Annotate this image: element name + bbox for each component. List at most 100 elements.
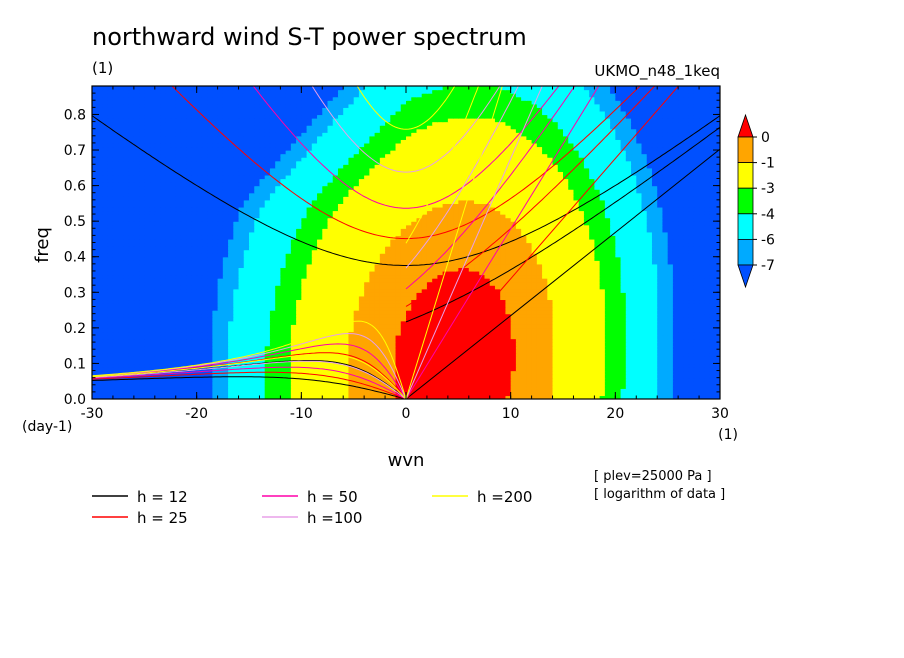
heatmap-cell xyxy=(337,349,344,354)
heatmap-cell xyxy=(201,388,208,393)
heatmap-cell xyxy=(573,366,580,372)
heatmap-cell xyxy=(510,256,517,261)
heatmap-cell xyxy=(149,260,156,265)
heatmap-cell xyxy=(542,263,548,268)
heatmap-cell xyxy=(625,317,632,322)
heatmap-cell xyxy=(196,306,203,311)
heatmap-cell xyxy=(379,359,386,365)
heatmap-cell xyxy=(290,377,297,382)
heatmap-cell xyxy=(651,313,658,318)
heatmap-cell xyxy=(442,278,449,283)
heatmap-cell xyxy=(264,313,271,318)
heatmap-cell xyxy=(343,288,350,293)
heatmap-cell xyxy=(160,352,166,357)
heatmap-cell xyxy=(573,278,580,283)
heatmap-cell xyxy=(395,263,402,268)
heatmap-cell xyxy=(353,302,360,308)
heatmap-cell xyxy=(395,253,402,258)
heatmap-cell xyxy=(102,313,109,318)
heatmap-cell xyxy=(510,342,517,347)
heatmap-cell xyxy=(453,302,459,308)
heatmap-cell xyxy=(149,320,156,325)
heatmap-cell xyxy=(489,395,496,399)
heatmap-cell xyxy=(128,310,135,315)
heatmap-cell xyxy=(641,253,648,258)
heatmap-cell xyxy=(547,310,554,315)
heatmap-cell xyxy=(411,292,418,297)
heatmap-cell xyxy=(296,345,302,350)
heatmap-cell xyxy=(243,274,250,279)
heatmap-cell xyxy=(275,278,281,283)
heatmap-cell xyxy=(385,334,391,340)
heatmap-cell xyxy=(180,352,187,357)
heatmap-cell xyxy=(406,320,412,325)
heatmap-cell xyxy=(332,292,339,297)
heatmap-cell xyxy=(165,338,172,343)
heatmap-cell xyxy=(411,352,418,357)
heatmap-cell xyxy=(285,334,292,340)
heatmap-cell xyxy=(243,374,250,379)
heatmap-cell xyxy=(657,313,664,318)
heatmap-cell xyxy=(615,388,622,393)
heatmap-cell xyxy=(651,359,658,365)
heatmap-cell xyxy=(421,356,428,361)
heatmap-cell xyxy=(343,370,350,375)
heatmap-cell xyxy=(353,349,360,354)
heatmap-cell xyxy=(568,352,575,357)
heatmap-cell xyxy=(201,317,208,322)
heatmap-cell xyxy=(631,370,637,375)
heatmap-cell xyxy=(678,274,684,279)
heatmap-cell xyxy=(217,345,224,350)
heatmap-cell xyxy=(144,381,151,386)
heatmap-cell xyxy=(426,267,433,272)
heatmap-cell xyxy=(233,320,240,325)
heatmap-cell xyxy=(337,334,344,340)
heatmap-cell xyxy=(144,299,151,304)
heatmap-cell xyxy=(667,274,674,279)
heatmap-cell xyxy=(625,363,632,368)
heatmap-cell xyxy=(322,302,329,308)
heatmap-cell xyxy=(322,295,329,301)
heatmap-cell xyxy=(322,391,329,397)
heatmap-cell xyxy=(484,281,491,286)
heatmap-cell xyxy=(426,260,433,265)
heatmap-cell xyxy=(568,338,575,343)
heatmap-cell xyxy=(583,302,590,308)
heatmap-cell xyxy=(437,388,444,393)
heatmap-cell xyxy=(552,295,559,301)
heatmap-cell xyxy=(264,377,271,382)
heatmap-cell xyxy=(217,253,224,258)
heatmap-cell xyxy=(311,374,318,379)
heatmap-cell xyxy=(191,253,198,258)
heatmap-cell xyxy=(693,260,700,265)
heatmap-cell xyxy=(139,249,145,254)
heatmap-cell xyxy=(165,352,172,357)
heatmap-cell xyxy=(149,278,156,283)
heatmap-cell xyxy=(474,370,480,375)
heatmap-cell xyxy=(170,352,177,357)
heatmap-cell xyxy=(594,281,601,286)
heatmap-cell xyxy=(494,327,501,333)
heatmap-cell xyxy=(662,352,669,357)
heatmap-cell xyxy=(191,295,198,301)
heatmap-cell xyxy=(615,381,622,386)
heatmap-cell xyxy=(243,288,250,293)
heatmap-cell xyxy=(651,274,658,279)
heatmap-cell xyxy=(374,370,381,375)
heatmap-cell xyxy=(583,384,590,389)
heatmap-cell xyxy=(337,377,344,382)
heatmap-cell xyxy=(610,281,616,286)
heatmap-cell xyxy=(238,288,245,293)
heatmap-cell xyxy=(207,249,213,254)
heatmap-cell xyxy=(186,317,193,322)
heatmap-cell xyxy=(175,249,182,254)
heatmap-cell xyxy=(348,342,355,347)
heatmap-cell xyxy=(620,317,627,322)
heatmap-cell xyxy=(165,334,172,340)
heatmap-cell xyxy=(332,374,339,379)
heatmap-cell xyxy=(657,352,664,357)
heatmap-cell xyxy=(322,317,329,322)
heatmap-cell xyxy=(536,281,543,286)
heatmap-cell xyxy=(437,381,444,386)
heatmap-cell xyxy=(599,310,606,315)
